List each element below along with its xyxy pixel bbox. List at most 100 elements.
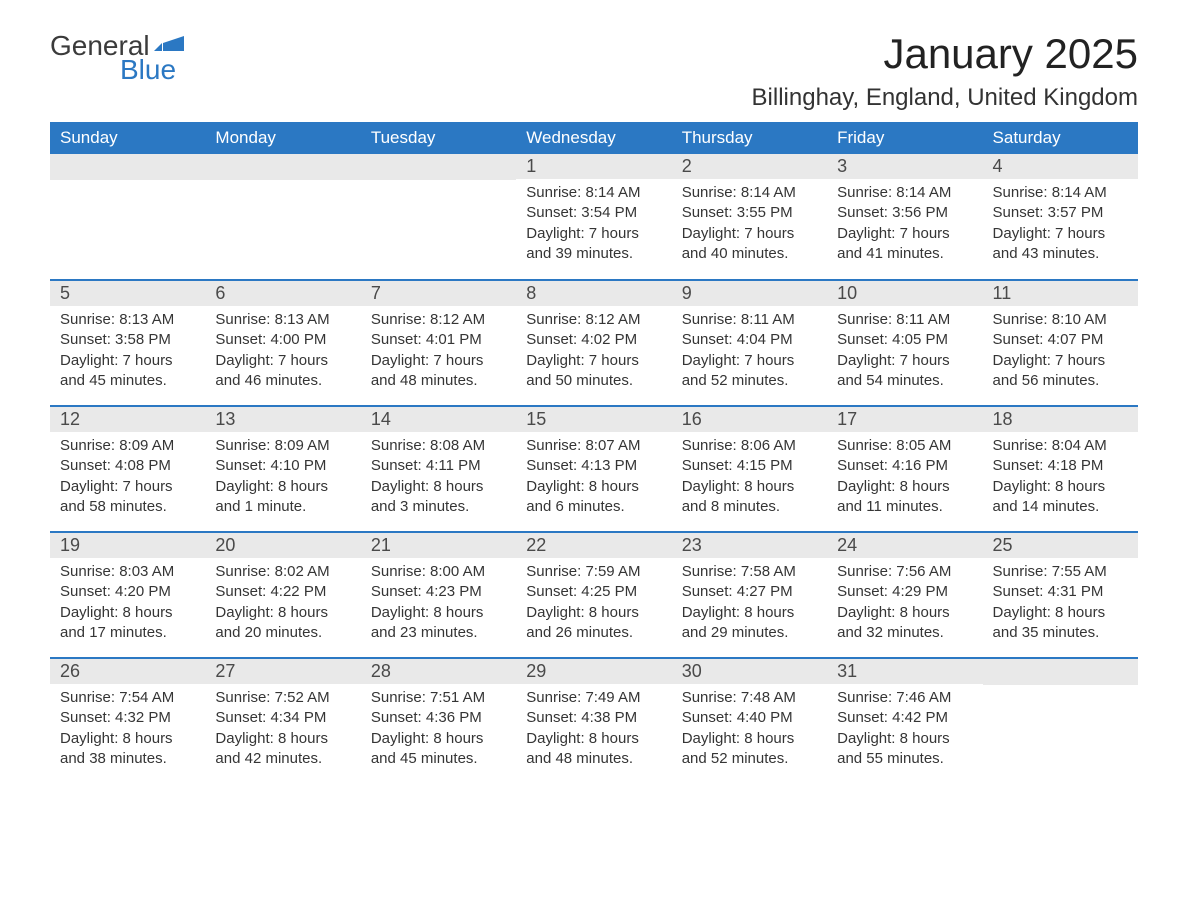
daylight-line: Daylight: 8 hours and 35 minutes.	[993, 603, 1128, 644]
daylight-line: Daylight: 7 hours and 39 minutes.	[526, 224, 661, 265]
calendar-body: 1Sunrise: 8:14 AMSunset: 3:54 PMDaylight…	[50, 154, 1138, 784]
calendar-header-cell: Wednesday	[516, 122, 671, 154]
location-label: Billinghay, England, United Kingdom	[752, 84, 1138, 112]
calendar-day-cell: 30Sunrise: 7:48 AMSunset: 4:40 PMDayligh…	[672, 658, 827, 784]
daylight-line: Daylight: 7 hours and 52 minutes.	[682, 351, 817, 392]
sunset-line: Sunset: 4:31 PM	[993, 582, 1128, 602]
brand-logo: General Blue	[50, 30, 184, 86]
sunrise-line: Sunrise: 8:08 AM	[371, 436, 506, 456]
sunset-line: Sunset: 4:23 PM	[371, 582, 506, 602]
sunrise-line: Sunrise: 8:06 AM	[682, 436, 817, 456]
sunset-line: Sunset: 4:29 PM	[837, 582, 972, 602]
title-block: January 2025 Billinghay, England, United…	[752, 30, 1138, 112]
day-body	[983, 685, 1138, 697]
sunset-line: Sunset: 4:15 PM	[682, 456, 817, 476]
calendar-day-cell	[361, 154, 516, 280]
day-body: Sunrise: 7:55 AMSunset: 4:31 PMDaylight:…	[983, 558, 1138, 651]
sunset-line: Sunset: 4:02 PM	[526, 330, 661, 350]
sunrise-line: Sunrise: 8:09 AM	[60, 436, 195, 456]
day-number: 16	[672, 407, 827, 432]
day-body: Sunrise: 8:02 AMSunset: 4:22 PMDaylight:…	[205, 558, 360, 651]
day-number: 8	[516, 281, 671, 306]
daylight-line: Daylight: 8 hours and 20 minutes.	[215, 603, 350, 644]
sunrise-line: Sunrise: 8:14 AM	[837, 183, 972, 203]
calendar-day-cell: 27Sunrise: 7:52 AMSunset: 4:34 PMDayligh…	[205, 658, 360, 784]
sunset-line: Sunset: 4:32 PM	[60, 708, 195, 728]
daylight-line: Daylight: 8 hours and 26 minutes.	[526, 603, 661, 644]
sunrise-line: Sunrise: 8:07 AM	[526, 436, 661, 456]
sunrise-line: Sunrise: 7:46 AM	[837, 688, 972, 708]
sunset-line: Sunset: 3:58 PM	[60, 330, 195, 350]
sunset-line: Sunset: 4:05 PM	[837, 330, 972, 350]
calendar-day-cell: 12Sunrise: 8:09 AMSunset: 4:08 PMDayligh…	[50, 406, 205, 532]
day-number	[983, 659, 1138, 685]
flag-icon	[154, 35, 184, 55]
calendar-day-cell: 19Sunrise: 8:03 AMSunset: 4:20 PMDayligh…	[50, 532, 205, 658]
day-number	[361, 154, 516, 180]
day-number: 15	[516, 407, 671, 432]
day-number: 23	[672, 533, 827, 558]
sunrise-line: Sunrise: 8:13 AM	[60, 310, 195, 330]
day-body: Sunrise: 7:54 AMSunset: 4:32 PMDaylight:…	[50, 684, 205, 777]
sunrise-line: Sunrise: 8:04 AM	[993, 436, 1128, 456]
day-number: 7	[361, 281, 516, 306]
sunset-line: Sunset: 4:10 PM	[215, 456, 350, 476]
calendar-day-cell: 8Sunrise: 8:12 AMSunset: 4:02 PMDaylight…	[516, 280, 671, 406]
day-body: Sunrise: 7:56 AMSunset: 4:29 PMDaylight:…	[827, 558, 982, 651]
calendar-day-cell: 29Sunrise: 7:49 AMSunset: 4:38 PMDayligh…	[516, 658, 671, 784]
calendar-week-row: 1Sunrise: 8:14 AMSunset: 3:54 PMDaylight…	[50, 154, 1138, 280]
day-number: 4	[983, 154, 1138, 179]
sunset-line: Sunset: 4:20 PM	[60, 582, 195, 602]
day-body: Sunrise: 8:08 AMSunset: 4:11 PMDaylight:…	[361, 432, 516, 525]
daylight-line: Daylight: 8 hours and 1 minute.	[215, 477, 350, 518]
day-number: 29	[516, 659, 671, 684]
sunset-line: Sunset: 4:04 PM	[682, 330, 817, 350]
day-number: 20	[205, 533, 360, 558]
day-body: Sunrise: 7:46 AMSunset: 4:42 PMDaylight:…	[827, 684, 982, 777]
daylight-line: Daylight: 8 hours and 45 minutes.	[371, 729, 506, 770]
daylight-line: Daylight: 7 hours and 58 minutes.	[60, 477, 195, 518]
day-body: Sunrise: 8:00 AMSunset: 4:23 PMDaylight:…	[361, 558, 516, 651]
calendar-day-cell: 14Sunrise: 8:08 AMSunset: 4:11 PMDayligh…	[361, 406, 516, 532]
sunset-line: Sunset: 4:34 PM	[215, 708, 350, 728]
calendar-day-cell: 16Sunrise: 8:06 AMSunset: 4:15 PMDayligh…	[672, 406, 827, 532]
sunset-line: Sunset: 4:40 PM	[682, 708, 817, 728]
day-number: 25	[983, 533, 1138, 558]
day-number: 10	[827, 281, 982, 306]
day-body: Sunrise: 8:07 AMSunset: 4:13 PMDaylight:…	[516, 432, 671, 525]
daylight-line: Daylight: 8 hours and 11 minutes.	[837, 477, 972, 518]
day-body: Sunrise: 8:14 AMSunset: 3:55 PMDaylight:…	[672, 179, 827, 272]
daylight-line: Daylight: 7 hours and 48 minutes.	[371, 351, 506, 392]
sunrise-line: Sunrise: 7:48 AM	[682, 688, 817, 708]
sunrise-line: Sunrise: 8:03 AM	[60, 562, 195, 582]
day-body: Sunrise: 8:13 AMSunset: 4:00 PMDaylight:…	[205, 306, 360, 399]
day-number: 24	[827, 533, 982, 558]
sunset-line: Sunset: 4:27 PM	[682, 582, 817, 602]
day-number: 22	[516, 533, 671, 558]
daylight-line: Daylight: 8 hours and 42 minutes.	[215, 729, 350, 770]
day-number: 19	[50, 533, 205, 558]
calendar-day-cell: 5Sunrise: 8:13 AMSunset: 3:58 PMDaylight…	[50, 280, 205, 406]
sunset-line: Sunset: 4:07 PM	[993, 330, 1128, 350]
day-number: 21	[361, 533, 516, 558]
daylight-line: Daylight: 8 hours and 32 minutes.	[837, 603, 972, 644]
sunset-line: Sunset: 4:00 PM	[215, 330, 350, 350]
calendar-day-cell: 11Sunrise: 8:10 AMSunset: 4:07 PMDayligh…	[983, 280, 1138, 406]
sunrise-line: Sunrise: 8:05 AM	[837, 436, 972, 456]
daylight-line: Daylight: 7 hours and 43 minutes.	[993, 224, 1128, 265]
day-number: 2	[672, 154, 827, 179]
calendar-day-cell: 17Sunrise: 8:05 AMSunset: 4:16 PMDayligh…	[827, 406, 982, 532]
calendar-day-cell: 9Sunrise: 8:11 AMSunset: 4:04 PMDaylight…	[672, 280, 827, 406]
calendar-header-cell: Saturday	[983, 122, 1138, 154]
day-body	[361, 180, 516, 192]
daylight-line: Daylight: 7 hours and 46 minutes.	[215, 351, 350, 392]
sunrise-line: Sunrise: 8:00 AM	[371, 562, 506, 582]
calendar-header-cell: Monday	[205, 122, 360, 154]
calendar-day-cell: 28Sunrise: 7:51 AMSunset: 4:36 PMDayligh…	[361, 658, 516, 784]
daylight-line: Daylight: 8 hours and 3 minutes.	[371, 477, 506, 518]
page-header: General Blue January 2025 Billinghay, En…	[50, 30, 1138, 112]
calendar-header-row: SundayMondayTuesdayWednesdayThursdayFrid…	[50, 122, 1138, 154]
sunset-line: Sunset: 3:56 PM	[837, 203, 972, 223]
day-body: Sunrise: 8:04 AMSunset: 4:18 PMDaylight:…	[983, 432, 1138, 525]
day-body: Sunrise: 7:51 AMSunset: 4:36 PMDaylight:…	[361, 684, 516, 777]
